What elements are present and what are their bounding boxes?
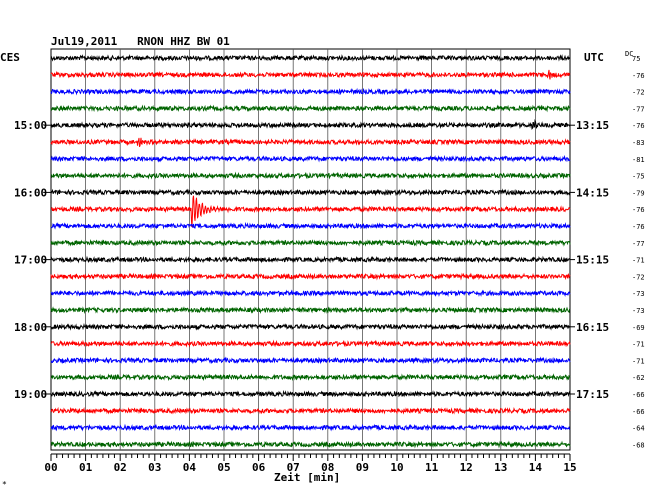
- x-tick-label: 09: [356, 461, 369, 474]
- x-axis-label: Zeit [min]: [274, 471, 340, 484]
- x-tick-label: 03: [148, 461, 161, 474]
- trace-15: [50, 305, 571, 315]
- right-hour-label: 16:15: [576, 321, 609, 334]
- trace-17: [50, 339, 571, 348]
- left-hour-label: 17:00: [14, 254, 47, 267]
- trace-21: [50, 406, 571, 415]
- trace-19: [50, 373, 571, 382]
- left-hour-label: 16:00: [14, 186, 47, 199]
- right-hour-label: 13:15: [576, 119, 609, 132]
- corner-mark: *: [2, 480, 7, 489]
- x-tick-label: 00: [44, 461, 57, 474]
- plot-frame: [50, 48, 571, 451]
- dc-offset-label: -81: [632, 156, 645, 164]
- dc-offset-label: -72: [632, 273, 645, 281]
- trace-18: [50, 356, 571, 365]
- trace-20: [50, 389, 571, 398]
- trace-12: [50, 255, 571, 264]
- dc-offset-label: -66: [632, 408, 645, 416]
- x-tick-label: 15: [563, 461, 576, 474]
- left-timezone-label: CES: [0, 51, 20, 64]
- x-tick-label: 11: [425, 461, 439, 474]
- trace-11: [50, 238, 571, 247]
- right-timezone-label: UTC: [584, 51, 604, 64]
- x-tick-label: 13: [494, 461, 507, 474]
- trace-7: [50, 171, 571, 180]
- dc-offset-label: -72: [632, 89, 645, 97]
- x-tick-label: 08: [321, 461, 334, 474]
- dc-offset-label: -73: [632, 290, 645, 298]
- trace-5: [50, 137, 571, 148]
- right-hour-label: 17:15: [576, 388, 609, 401]
- chart-title: Jul19,2011 RNON HHZ BW 01: [51, 35, 230, 48]
- dc-offset-label: -77: [632, 240, 645, 248]
- trace-1: [50, 69, 571, 80]
- x-tick-label: 02: [114, 461, 127, 474]
- trace-13: [50, 272, 571, 281]
- trace-4: [50, 118, 571, 130]
- dc-offset-label: -76: [632, 72, 645, 80]
- x-tick-label: 06: [252, 461, 266, 474]
- trace-2: [50, 87, 571, 96]
- x-tick-label: 01: [79, 461, 93, 474]
- x-tick-label: 04: [183, 461, 197, 474]
- x-tick-label: 07: [287, 461, 300, 474]
- left-hour-label: 19:00: [14, 388, 47, 401]
- dc-offset-label: -71: [632, 357, 645, 365]
- dc-offset-label: -77: [632, 105, 645, 113]
- dc-offset-label: -75: [632, 173, 645, 181]
- dc-offset-label: -76: [632, 206, 645, 214]
- x-tick-label: 14: [529, 461, 543, 474]
- trace-9: [50, 195, 571, 228]
- dc-offset-label: -79: [632, 189, 645, 197]
- left-hour-label: 18:00: [14, 321, 47, 334]
- left-hour-label: 15:00: [14, 119, 47, 132]
- dc-offset-label: -73: [632, 307, 645, 315]
- dc-offset-label: -66: [632, 391, 645, 399]
- trace-23: [50, 440, 571, 449]
- trace-22: [50, 423, 571, 432]
- dc-offset-label: -76: [632, 122, 645, 130]
- x-tick-label: 12: [460, 461, 473, 474]
- x-tick-label: 05: [217, 461, 230, 474]
- dc-offset-label: -62: [632, 374, 645, 382]
- dc-offset-label: -64: [632, 425, 645, 433]
- trace-10: [50, 221, 571, 230]
- dc-offset-label: -71: [632, 257, 645, 265]
- dc-offset-label: 75: [632, 55, 640, 63]
- trace-16: [50, 322, 571, 331]
- dc-offset-label: -76: [632, 223, 645, 231]
- trace-0: [50, 54, 571, 62]
- trace-3: [50, 104, 571, 113]
- trace-6: [50, 154, 571, 163]
- x-tick-label: 10: [390, 461, 403, 474]
- right-hour-label: 14:15: [576, 186, 609, 199]
- right-hour-label: 15:15: [576, 254, 609, 267]
- dc-offset-label: -71: [632, 341, 645, 349]
- trace-8: [50, 188, 571, 197]
- dc-offset-label: -69: [632, 324, 645, 332]
- trace-14: [50, 289, 571, 298]
- dc-offset-label: -83: [632, 139, 645, 147]
- dc-offset-label: -68: [632, 441, 645, 449]
- dc-label: DC: [625, 50, 633, 58]
